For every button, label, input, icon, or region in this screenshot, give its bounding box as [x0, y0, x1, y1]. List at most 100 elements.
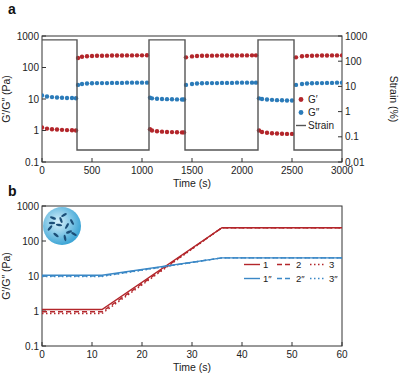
legend-symbol [299, 110, 304, 115]
data-point [340, 53, 342, 57]
data-point [250, 53, 254, 57]
data-point [110, 53, 114, 57]
y-tick-label: 10 [28, 94, 40, 105]
data-point [135, 53, 139, 57]
x-tick [192, 342, 193, 346]
data-point [100, 53, 104, 57]
data-point [315, 81, 319, 85]
data-point [265, 131, 269, 135]
y-axis-title: G′/G″ (Pa) [0, 75, 12, 123]
y-axis-title: G′/G″ (Pa) [0, 252, 12, 300]
x-tick [92, 342, 93, 346]
data-point [120, 53, 124, 57]
data-point [215, 81, 219, 85]
x-tick-label: 1500 [181, 165, 204, 176]
data-point [215, 53, 219, 57]
inset-icon [43, 207, 81, 245]
data-point [140, 80, 144, 84]
data-point [55, 95, 59, 99]
data-point [310, 81, 314, 85]
data-point [130, 80, 134, 84]
data-point [285, 132, 289, 136]
x-tick-label: 10 [86, 349, 98, 360]
data-point [230, 81, 234, 85]
y-tick [42, 130, 46, 131]
legend-label: 2 [296, 259, 301, 270]
y-tick-label: 100 [22, 236, 39, 247]
inset-particle [63, 235, 66, 242]
y-tick [42, 206, 46, 207]
y-tick [42, 36, 46, 37]
legend-symbol [310, 264, 326, 265]
data-point [335, 53, 339, 57]
panel-label: b [8, 183, 17, 199]
data-point [85, 54, 89, 58]
data-point [245, 53, 249, 57]
data-point [330, 53, 334, 57]
data-point [175, 97, 179, 101]
legend-entry: 2″ [277, 273, 305, 284]
inset-particle [53, 232, 59, 238]
legend-entry: G″ [299, 107, 320, 118]
legend-label: 1″ [263, 273, 272, 284]
x-tick [42, 158, 43, 162]
legend: 1231″2″3″ [244, 259, 338, 284]
y-tick [42, 67, 46, 68]
data-point [140, 53, 144, 57]
y2-tick [338, 136, 342, 137]
x-tick-label: 50 [286, 349, 298, 360]
data-point [285, 98, 289, 102]
data-point [60, 128, 64, 132]
y-tick-label: 0.1 [25, 157, 39, 168]
legend-label: G″ [308, 107, 320, 118]
data-point [155, 97, 159, 101]
inset-particle [61, 212, 68, 217]
data-point [235, 80, 239, 84]
x-tick-label: 40 [236, 349, 248, 360]
data-point [45, 94, 49, 98]
data-point [165, 130, 169, 134]
data-point [120, 81, 124, 85]
x-tick [142, 342, 143, 346]
data-point [240, 53, 244, 57]
x-tick [142, 158, 143, 162]
data-point [250, 80, 254, 84]
y-tick-label: 10 [28, 271, 40, 282]
data-point [225, 53, 229, 57]
data-point [320, 53, 324, 57]
x-tick [192, 158, 193, 162]
x-tick [242, 158, 243, 162]
data-point [330, 81, 334, 85]
data-point [190, 82, 194, 86]
data-point [115, 81, 119, 85]
y2-tick-label: 10 [345, 81, 357, 92]
data-point [150, 96, 154, 100]
legend-entry: G′ [299, 94, 318, 105]
data-point [130, 53, 134, 57]
data-point [105, 53, 109, 57]
x-axis-title: Time (s) [173, 177, 211, 189]
inset-particle [47, 225, 53, 231]
data-point [270, 98, 274, 102]
y2-tick-label: 0.1 [345, 131, 359, 142]
data-point [50, 127, 54, 131]
legend-label: 3 [329, 259, 334, 270]
legend-entry: 1″ [244, 273, 272, 284]
data-point [205, 81, 209, 85]
y2-tick-label: 1000 [345, 31, 368, 42]
data-point [65, 128, 69, 132]
legend-symbol [244, 278, 260, 279]
y-tick-label: 1000 [17, 201, 40, 212]
legend: G′G″Strain [296, 94, 334, 131]
y-tick [42, 162, 46, 163]
legend-symbol [244, 264, 260, 265]
data-point [240, 80, 244, 84]
data-point [110, 81, 114, 85]
data-point [260, 97, 264, 101]
figure: 0500100015002000250030000.111010010000.0… [0, 0, 400, 379]
data-point [70, 96, 74, 100]
x-tick [342, 158, 343, 162]
plot-frame [42, 36, 342, 162]
data-point [175, 130, 179, 134]
data-point [80, 82, 84, 86]
